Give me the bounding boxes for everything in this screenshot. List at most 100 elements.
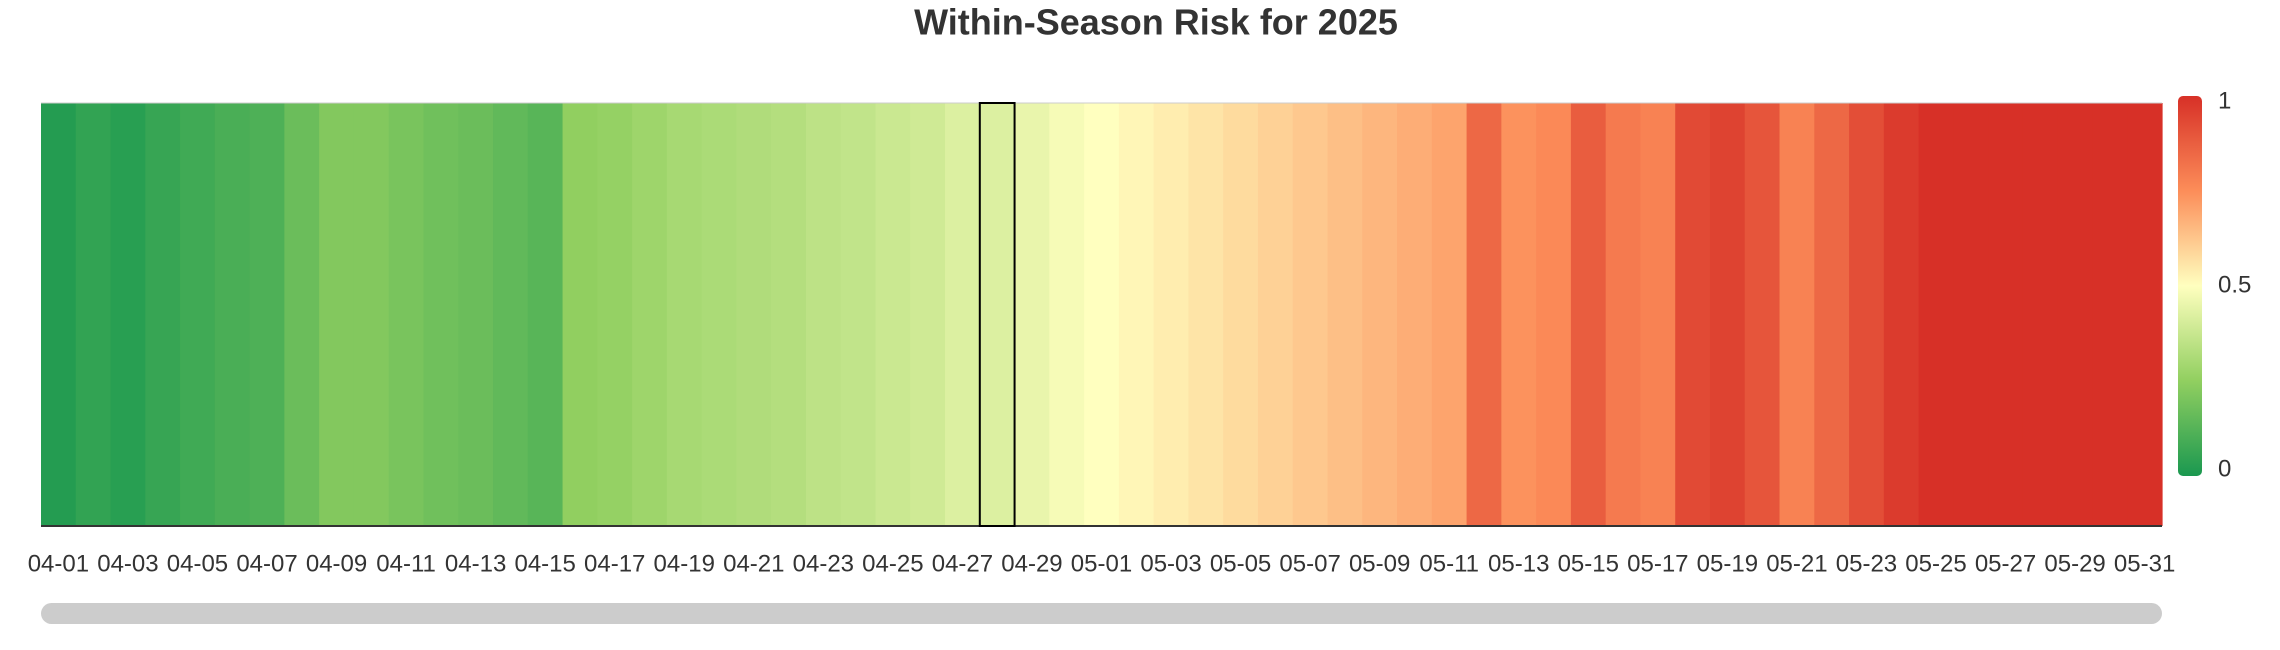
heat-cell [1466,103,1502,526]
x-tick-label: 05-21 [1766,550,1827,577]
x-tick-label: 04-19 [654,550,715,577]
x-tick-label: 04-29 [1001,550,1062,577]
heat-cell [1918,103,1954,526]
heat-cell [666,103,703,526]
x-tick-label: 04-21 [723,550,784,577]
x-tick-label: 04-07 [236,550,297,577]
heat-cell [493,103,529,526]
x-tick-label: 05-09 [1349,550,1410,577]
heat-cell [1675,103,1711,526]
chart-title: Within-Season Risk for 2025 [914,2,1398,43]
x-tick-label: 04-01 [28,550,89,577]
heat-cell [2022,103,2059,526]
heat-cell [284,103,320,526]
heat-cell [2092,103,2128,526]
heat-cell [1501,103,1537,526]
x-tick-label: 05-11 [1419,550,1479,577]
heat-cell [1257,103,1294,526]
x-tick-label: 04-13 [445,550,506,577]
heat-cell [1883,103,1920,526]
heat-cell [2057,103,2094,526]
heat-cell [458,103,494,526]
scrollbar[interactable] [41,603,2162,624]
heat-cell [214,103,251,526]
highlight-cell [978,102,1016,527]
x-tick-label: 04-17 [584,550,645,577]
x-tick-label: 05-25 [1905,550,1966,577]
colorbar [2178,96,2202,476]
heat-cell [1118,103,1155,526]
x-tick-label: 05-05 [1210,550,1271,577]
heat-cell [41,103,77,526]
heat-cell [736,103,772,526]
heat-cell [1223,103,1259,526]
x-tick-label: 05-17 [1627,550,1688,577]
heat-cell [1188,103,1224,526]
heat-cell [110,103,146,526]
x-tick-label: 04-25 [862,550,923,577]
x-tick-label: 05-29 [2044,550,2105,577]
colorbar-tick-label: 0 [2218,455,2231,482]
heat-cell [1640,103,1676,526]
heat-cell [423,103,459,526]
heat-cell [805,103,842,526]
heat-cell [249,103,285,526]
heat-cell [1327,103,1363,526]
heat-cell [145,103,181,526]
x-tick-label: 04-05 [167,550,228,577]
heat-cell [1953,103,1989,526]
heat-cell [1014,103,1050,526]
heat-cell [319,103,355,526]
x-tick-label: 05-23 [1836,550,1897,577]
heat-cell [840,103,877,526]
x-tick-label: 04-03 [97,550,158,577]
x-tick-label: 04-09 [306,550,367,577]
x-tick-label: 05-19 [1697,550,1758,577]
heat-cell [1292,103,1329,526]
x-tick-label: 04-15 [514,550,575,577]
heat-cell [910,103,946,526]
heat-cell [75,103,112,526]
x-tick-label: 04-11 [376,550,436,577]
x-tick-label: 04-27 [932,550,993,577]
heat-cell [180,103,216,526]
x-tick-label: 05-27 [1975,550,2036,577]
heat-cell [1814,103,1850,526]
x-tick-label: 05-15 [1558,550,1619,577]
heat-cell [353,103,390,526]
heat-cell [1779,103,1815,526]
heat-cell [1153,103,1190,526]
heat-cell [527,103,564,526]
x-tick-label: 05-31 [2114,550,2175,577]
x-tick-label: 05-03 [1140,550,1201,577]
x-tick-label: 05-13 [1488,550,1549,577]
heat-cell [1570,103,1607,526]
x-tick-label: 05-01 [1071,550,1132,577]
heat-cell [1397,103,1433,526]
heat-cell [562,103,598,526]
heat-cell [1709,103,1746,526]
heat-cell [1849,103,1885,526]
heat-cell [1988,103,2024,526]
x-tick-label: 04-23 [793,550,854,577]
x-tick-label: 05-07 [1279,550,1340,577]
heat-cell [1362,103,1398,526]
heat-cell [597,103,633,526]
heat-cell [979,103,1016,526]
heat-cell [1084,103,1120,526]
heat-cell [1744,103,1781,526]
heat-cell [632,103,668,526]
heat-cell [1605,103,1642,526]
heat-cell [388,103,425,526]
heat-cell [945,103,981,526]
heat-cell [1431,103,1468,526]
heat-cell [1536,103,1572,526]
heat-cell [701,103,738,526]
colorbar-tick-label: 1 [2218,87,2231,114]
heat-cell [2127,103,2163,526]
colorbar-tick-label: 0.5 [2218,271,2251,298]
heat-cell [1049,103,1085,526]
heat-cell [771,103,807,526]
heat-cell [875,103,911,526]
